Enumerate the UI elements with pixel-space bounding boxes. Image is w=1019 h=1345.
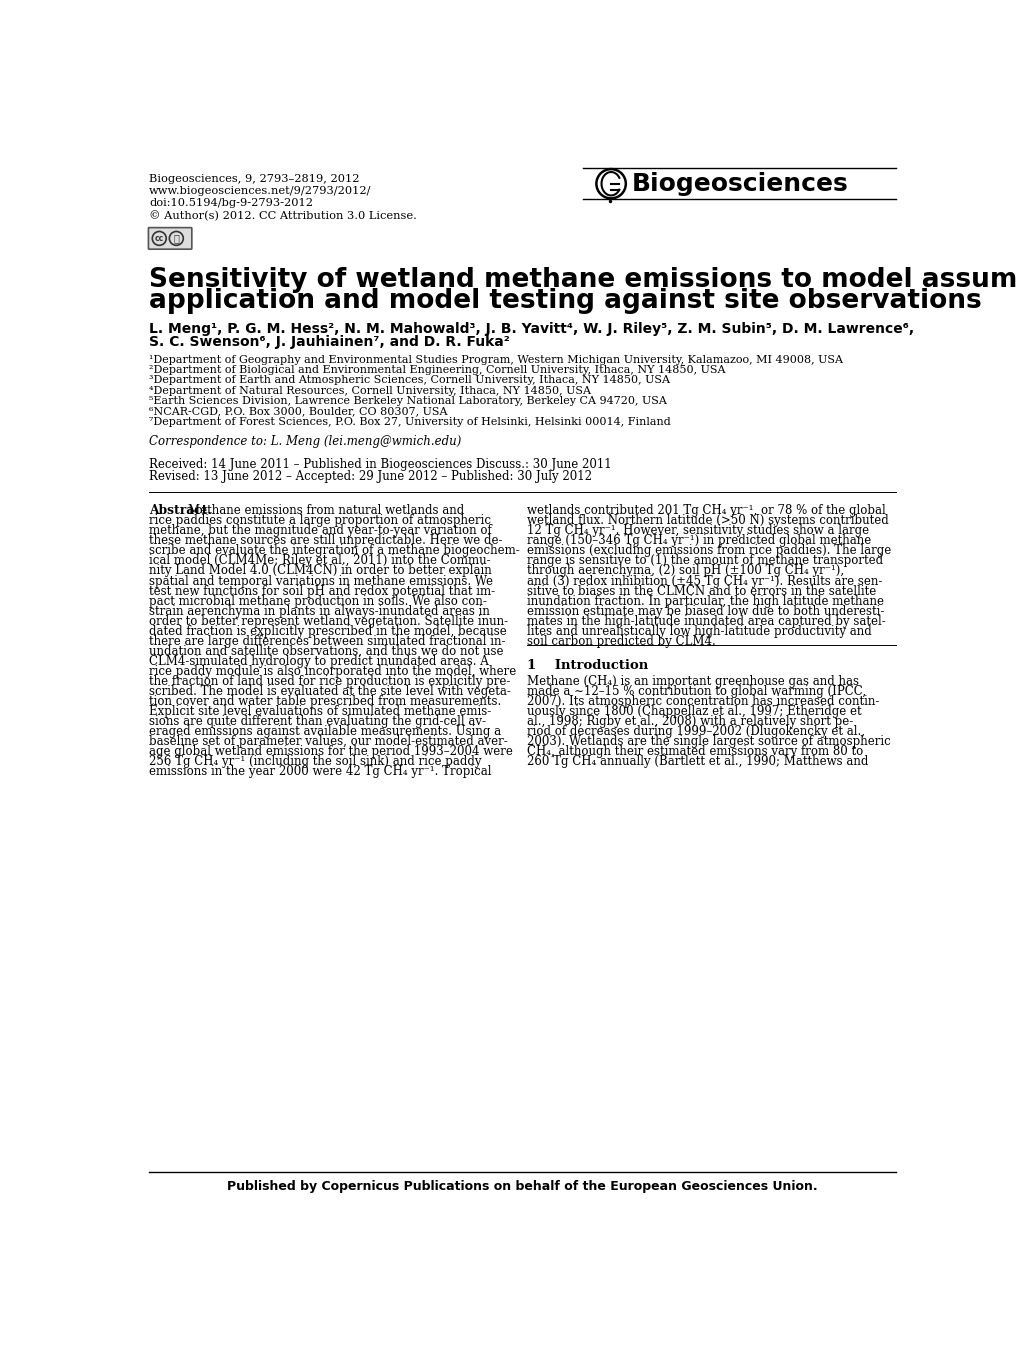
Text: baseline set of parameter values, our model-estimated aver-: baseline set of parameter values, our mo… [149,734,507,748]
Text: inundation fraction. In particular, the high latitude methane: inundation fraction. In particular, the … [526,594,882,608]
Text: dated fraction is explicitly prescribed in the model, because: dated fraction is explicitly prescribed … [149,624,506,638]
Text: tion cover and water table prescribed from measurements.: tion cover and water table prescribed fr… [149,694,501,707]
Text: emissions (excluding emissions from rice paddies). The large: emissions (excluding emissions from rice… [526,545,890,557]
Text: uously since 1800 (Chappellaz et al., 1997; Etheridge et: uously since 1800 (Chappellaz et al., 19… [526,705,860,718]
Text: methane, but the magnitude and year-to-year variation of: methane, but the magnitude and year-to-y… [149,525,491,538]
Text: scribe and evaluate the integration of a methane biogeochem-: scribe and evaluate the integration of a… [149,545,520,557]
Text: 2007). Its atmospheric concentration has increased contin-: 2007). Its atmospheric concentration has… [526,694,878,707]
Text: and (3) redox inhibition (±45 Tg CH₄ yr⁻¹). Results are sen-: and (3) redox inhibition (±45 Tg CH₄ yr⁻… [526,574,881,588]
Text: lites and unrealistically low high-latitude productivity and: lites and unrealistically low high-latit… [526,624,870,638]
Text: wetland flux. Northern latitude (>50 N) systems contributed: wetland flux. Northern latitude (>50 N) … [526,514,888,527]
Text: Biogeosciences: Biogeosciences [632,172,848,196]
Text: Ⓘ: Ⓘ [173,234,179,243]
Text: rice paddy module is also incorporated into the model, where: rice paddy module is also incorporated i… [149,664,516,678]
Text: cc: cc [155,234,164,243]
Text: riod of decreases during 1999–2002 (Dlugokencky et al.,: riod of decreases during 1999–2002 (Dlug… [526,725,864,737]
Text: order to better represent wetland vegetation. Satellite inun-: order to better represent wetland vegeta… [149,615,507,628]
Text: there are large differences between simulated fractional in-: there are large differences between simu… [149,635,505,647]
Text: 1    Introduction: 1 Introduction [526,659,647,672]
Text: spatial and temporal variations in methane emissions. We: spatial and temporal variations in metha… [149,574,493,588]
Text: L. Meng¹, P. G. M. Hess², N. M. Mahowald³, J. B. Yavitt⁴, W. J. Riley⁵, Z. M. Su: L. Meng¹, P. G. M. Hess², N. M. Mahowald… [149,323,913,336]
Text: these methane sources are still unpredictable. Here we de-: these methane sources are still unpredic… [149,534,502,547]
Text: 2003). Wetlands are the single largest source of atmospheric: 2003). Wetlands are the single largest s… [526,734,890,748]
Text: ical model (CLM4Me; Riley et al., 2011) into the Commu-: ical model (CLM4Me; Riley et al., 2011) … [149,554,490,568]
Text: CH₄, although their estimated emissions vary from 80 to: CH₄, although their estimated emissions … [526,745,862,757]
Text: strain aerenchyma in plants in always-inundated areas in: strain aerenchyma in plants in always-in… [149,604,489,617]
Text: ¹Department of Geography and Environmental Studies Program, Western Michigan Uni: ¹Department of Geography and Environment… [149,355,843,364]
Text: Biogeosciences, 9, 2793–2819, 2012: Biogeosciences, 9, 2793–2819, 2012 [149,175,360,184]
Text: range (150–346 Tg CH₄ yr⁻¹) in predicted global methane: range (150–346 Tg CH₄ yr⁻¹) in predicted… [526,534,870,547]
Text: the fraction of land used for rice production is explicitly pre-: the fraction of land used for rice produ… [149,675,511,687]
Text: made a ∼12–15 % contribution to global warming (IPCC,: made a ∼12–15 % contribution to global w… [526,685,865,698]
Text: ⁴Department of Natural Resources, Cornell University, Ithaca, NY 14850, USA: ⁴Department of Natural Resources, Cornel… [149,386,591,395]
Text: © Author(s) 2012. CC Attribution 3.0 License.: © Author(s) 2012. CC Attribution 3.0 Lic… [149,210,417,221]
Text: CLM4-simulated hydrology to predict inundated areas. A: CLM4-simulated hydrology to predict inun… [149,655,488,667]
Text: ³Department of Earth and Atmospheric Sciences, Cornell University, Ithaca, NY 14: ³Department of Earth and Atmospheric Sci… [149,375,669,386]
Text: eraged emissions against available measurements. Using a: eraged emissions against available measu… [149,725,500,737]
Text: 12 Tg CH₄ yr⁻¹. However, sensitivity studies show a large: 12 Tg CH₄ yr⁻¹. However, sensitivity stu… [526,525,868,538]
Text: application and model testing against site observations: application and model testing against si… [149,288,981,315]
Text: S. C. Swenson⁶, J. Jauhiainen⁷, and D. R. Fuka²: S. C. Swenson⁶, J. Jauhiainen⁷, and D. R… [149,335,510,348]
FancyBboxPatch shape [149,227,192,249]
Text: rice paddies constitute a large proportion of atmospheric: rice paddies constitute a large proporti… [149,514,491,527]
Text: undation and satellite observations, and thus we do not use: undation and satellite observations, and… [149,644,503,658]
Text: range is sensitive to (1) the amount of methane transported: range is sensitive to (1) the amount of … [526,554,881,568]
Text: Published by Copernicus Publications on behalf of the European Geosciences Union: Published by Copernicus Publications on … [227,1180,817,1193]
Text: ⁶NCAR-CGD, P.O. Box 3000, Boulder, CO 80307, USA: ⁶NCAR-CGD, P.O. Box 3000, Boulder, CO 80… [149,406,447,417]
Text: sitive to biases in the CLMCN and to errors in the satellite: sitive to biases in the CLMCN and to err… [526,585,875,597]
Text: soil carbon predicted by CLM4.: soil carbon predicted by CLM4. [526,635,714,647]
Text: pact microbial methane production in soils. We also con-: pact microbial methane production in soi… [149,594,487,608]
Text: scribed. The model is evaluated at the site level with vegeta-: scribed. The model is evaluated at the s… [149,685,511,698]
Text: Sensitivity of wetland methane emissions to model assumptions:: Sensitivity of wetland methane emissions… [149,266,1019,293]
Text: Received: 14 June 2011 – Published in Biogeosciences Discuss.: 30 June 2011: Received: 14 June 2011 – Published in Bi… [149,459,611,471]
Text: ⁷Department of Forest Sciences, P.O. Box 27, University of Helsinki, Helsinki 00: ⁷Department of Forest Sciences, P.O. Box… [149,417,671,428]
Text: Methane emissions from natural wetlands and: Methane emissions from natural wetlands … [187,504,464,518]
Text: 260 Tg CH₄ annually (Bartlett et al., 1990; Matthews and: 260 Tg CH₄ annually (Bartlett et al., 19… [526,755,867,768]
Text: Correspondence to: L. Meng (lei.meng@wmich.edu): Correspondence to: L. Meng (lei.meng@wmi… [149,436,462,448]
Text: Explicit site level evaluations of simulated methane emis-: Explicit site level evaluations of simul… [149,705,491,718]
Text: mates in the high-latitude inundated area captured by satel-: mates in the high-latitude inundated are… [526,615,884,628]
Text: age global wetland emissions for the period 1993–2004 were: age global wetland emissions for the per… [149,745,513,757]
Text: ²Department of Biological and Environmental Engineering, Cornell University, Ith: ²Department of Biological and Environmen… [149,364,725,375]
Text: through aerenchyma, (2) soil pH (±100 Tg CH₄ yr⁻¹),: through aerenchyma, (2) soil pH (±100 Tg… [526,565,843,577]
Text: Methane (CH₄) is an important greenhouse gas and has: Methane (CH₄) is an important greenhouse… [526,675,858,687]
Text: Abstract.: Abstract. [149,504,212,518]
Text: 256 Tg CH₄ yr⁻¹ (including the soil sink) and rice paddy: 256 Tg CH₄ yr⁻¹ (including the soil sink… [149,755,481,768]
Text: wetlands contributed 201 Tg CH₄ yr⁻¹, or 78 % of the global: wetlands contributed 201 Tg CH₄ yr⁻¹, or… [526,504,884,518]
Text: al., 1998; Rigby et al., 2008) with a relatively short pe-: al., 1998; Rigby et al., 2008) with a re… [526,714,852,728]
Text: www.biogeosciences.net/9/2793/2012/: www.biogeosciences.net/9/2793/2012/ [149,187,371,196]
Text: Revised: 13 June 2012 – Accepted: 29 June 2012 – Published: 30 July 2012: Revised: 13 June 2012 – Accepted: 29 Jun… [149,469,592,483]
Text: sions are quite different than evaluating the grid-cell av-: sions are quite different than evaluatin… [149,714,486,728]
Text: test new functions for soil pH and redox potential that im-: test new functions for soil pH and redox… [149,585,495,597]
Text: nity Land Model 4.0 (CLM4CN) in order to better explain: nity Land Model 4.0 (CLM4CN) in order to… [149,565,491,577]
Text: emission estimate may be biased low due to both underesti-: emission estimate may be biased low due … [526,604,883,617]
Text: ⁵Earth Sciences Division, Lawrence Berkeley National Laboratory, Berkeley CA 947: ⁵Earth Sciences Division, Lawrence Berke… [149,397,666,406]
Text: emissions in the year 2000 were 42 Tg CH₄ yr⁻¹. Tropical: emissions in the year 2000 were 42 Tg CH… [149,765,491,777]
Text: doi:10.5194/bg-9-2793-2012: doi:10.5194/bg-9-2793-2012 [149,198,313,208]
